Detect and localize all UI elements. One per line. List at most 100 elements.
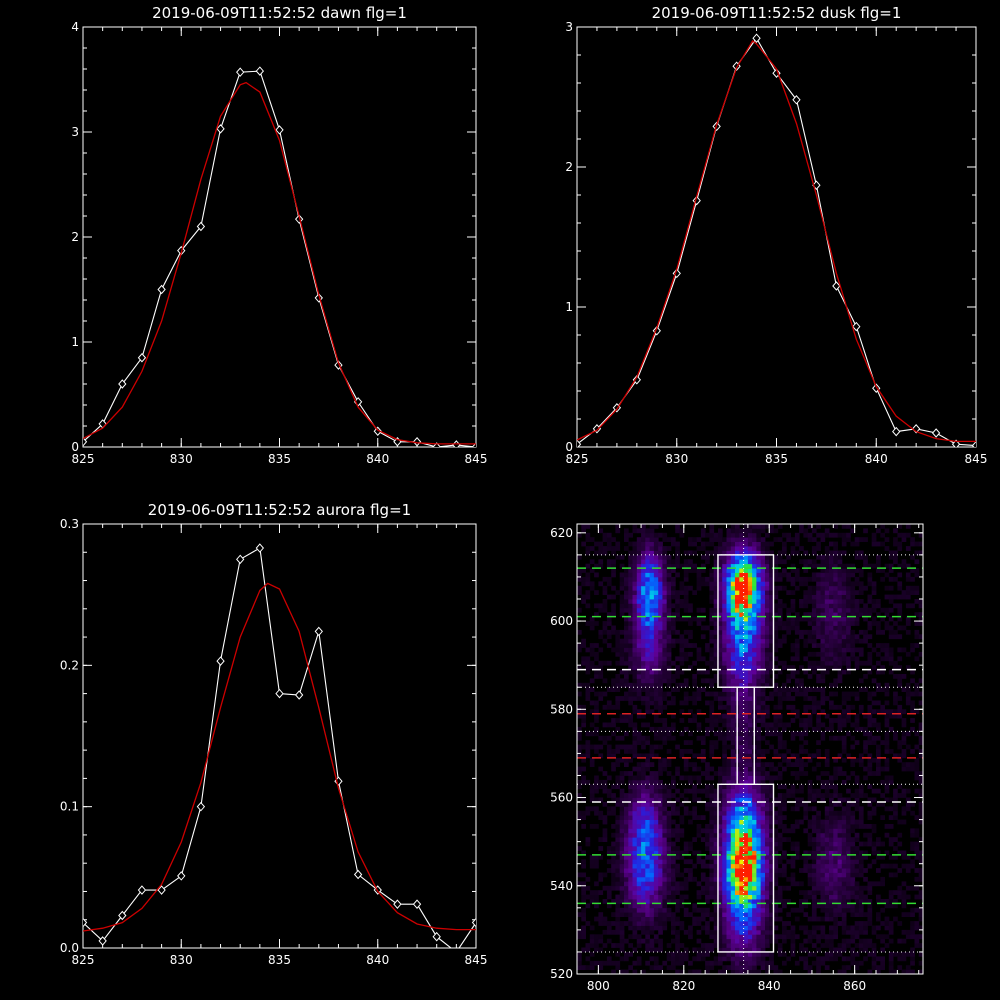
heatmap-cell (858, 607, 864, 613)
heatmap-cell (615, 828, 621, 834)
heatmap-cell (675, 524, 680, 529)
heatmap-cell (799, 819, 804, 825)
heatmap-cell (666, 665, 672, 670)
heatmap-cell (675, 546, 680, 551)
heatmap-cell (666, 554, 672, 560)
heatmap-cell (752, 607, 757, 613)
heatmap-cell (581, 757, 586, 763)
heatmap-cell (658, 801, 663, 807)
heatmap-cell (718, 894, 723, 900)
data-point (275, 688, 284, 699)
heatmap-cell (632, 616, 638, 622)
heatmap-cell (606, 868, 612, 873)
heatmap-cell (841, 806, 847, 812)
heatmap-cell (662, 603, 668, 609)
heatmap-cell (632, 890, 638, 895)
heatmap-cell (718, 638, 723, 644)
heatmap-cell (858, 806, 864, 812)
heatmap-cell (636, 788, 642, 794)
heatmap-cell (645, 925, 650, 931)
heatmap-cell (846, 801, 851, 807)
heatmap-cell (619, 678, 625, 684)
heatmap-cell (645, 546, 650, 551)
heatmap-cell (709, 815, 715, 820)
heatmap-cell (829, 876, 834, 882)
heatmap-cell (816, 934, 821, 940)
heatmap-cell (786, 572, 791, 578)
y-tick-label: 1 (71, 335, 79, 349)
heatmap-cell (794, 753, 800, 759)
heatmap-cell (722, 903, 727, 909)
heatmap-cell (671, 674, 676, 679)
heatmap-cell (624, 819, 629, 825)
heatmap-cell (692, 700, 697, 706)
heatmap-cell (602, 837, 608, 842)
heatmap-cell (735, 943, 740, 948)
heatmap-cell (598, 797, 604, 803)
heatmap-cell (824, 810, 830, 816)
heatmap-cell (705, 824, 710, 829)
heatmap-cell (726, 674, 732, 679)
heatmap-cell (624, 696, 629, 701)
heatmap-cell (662, 621, 668, 626)
heatmap-cell (611, 969, 616, 975)
x-tick-label: 825 (566, 452, 589, 466)
heatmap-cell (765, 524, 770, 529)
heatmap-cell (628, 784, 633, 790)
heatmap-cell (739, 594, 744, 600)
heatmap-cell (662, 784, 668, 790)
heatmap-cell (756, 801, 762, 807)
heatmap-cell (765, 938, 770, 944)
heatmap-cell (683, 700, 689, 706)
heatmap-cell (816, 810, 821, 816)
heatmap-cell (820, 837, 826, 842)
heatmap-cell (799, 801, 804, 807)
heatmap-cell (611, 850, 616, 856)
heatmap-cell (658, 757, 663, 763)
heatmap-cell (858, 612, 864, 617)
heatmap-cell (658, 881, 663, 887)
heatmap-cell (598, 629, 604, 635)
heatmap-cell (645, 599, 650, 604)
heatmap-cell (790, 656, 796, 662)
heatmap-cell (811, 546, 817, 551)
heatmap-cell (829, 704, 834, 710)
heatmap-cell (846, 576, 851, 582)
heatmap-cell (829, 594, 834, 600)
heatmap-cell (829, 947, 834, 953)
heatmap-cell (671, 585, 676, 591)
heatmap-cell (692, 537, 697, 542)
heatmap-cell (645, 550, 650, 556)
heatmap-cell (658, 793, 663, 798)
heatmap-cell (632, 806, 638, 812)
heatmap-cell (692, 753, 697, 759)
heatmap-cell (577, 607, 582, 613)
heatmap-cell (641, 850, 646, 856)
heatmap-cell (829, 934, 834, 940)
heatmap-cell (615, 744, 621, 750)
heatmap-cell (645, 643, 650, 648)
heatmap-cell (747, 744, 753, 750)
heatmap-cell (675, 572, 680, 578)
heatmap-cell (777, 824, 783, 829)
heatmap-cell (653, 704, 659, 710)
heatmap-cell (850, 815, 856, 820)
heatmap-cell (854, 634, 860, 640)
heatmap-cell (696, 651, 702, 657)
heatmap-cell (782, 899, 787, 904)
heatmap-cell (747, 801, 753, 807)
heatmap-cell (692, 947, 697, 953)
heatmap-cell (743, 726, 749, 732)
heatmap-cell (713, 797, 719, 803)
heatmap-cell (649, 894, 655, 900)
heatmap-cell (602, 607, 608, 613)
heatmap-cell (739, 775, 744, 781)
heatmap-cell (671, 638, 676, 644)
heatmap-cell (837, 801, 843, 807)
heatmap-cell (675, 929, 680, 935)
heatmap-cell (602, 621, 608, 626)
heatmap-cell (581, 863, 586, 869)
heatmap-cell (773, 674, 779, 679)
heatmap-cell (606, 687, 612, 692)
heatmap-cell (803, 603, 809, 609)
